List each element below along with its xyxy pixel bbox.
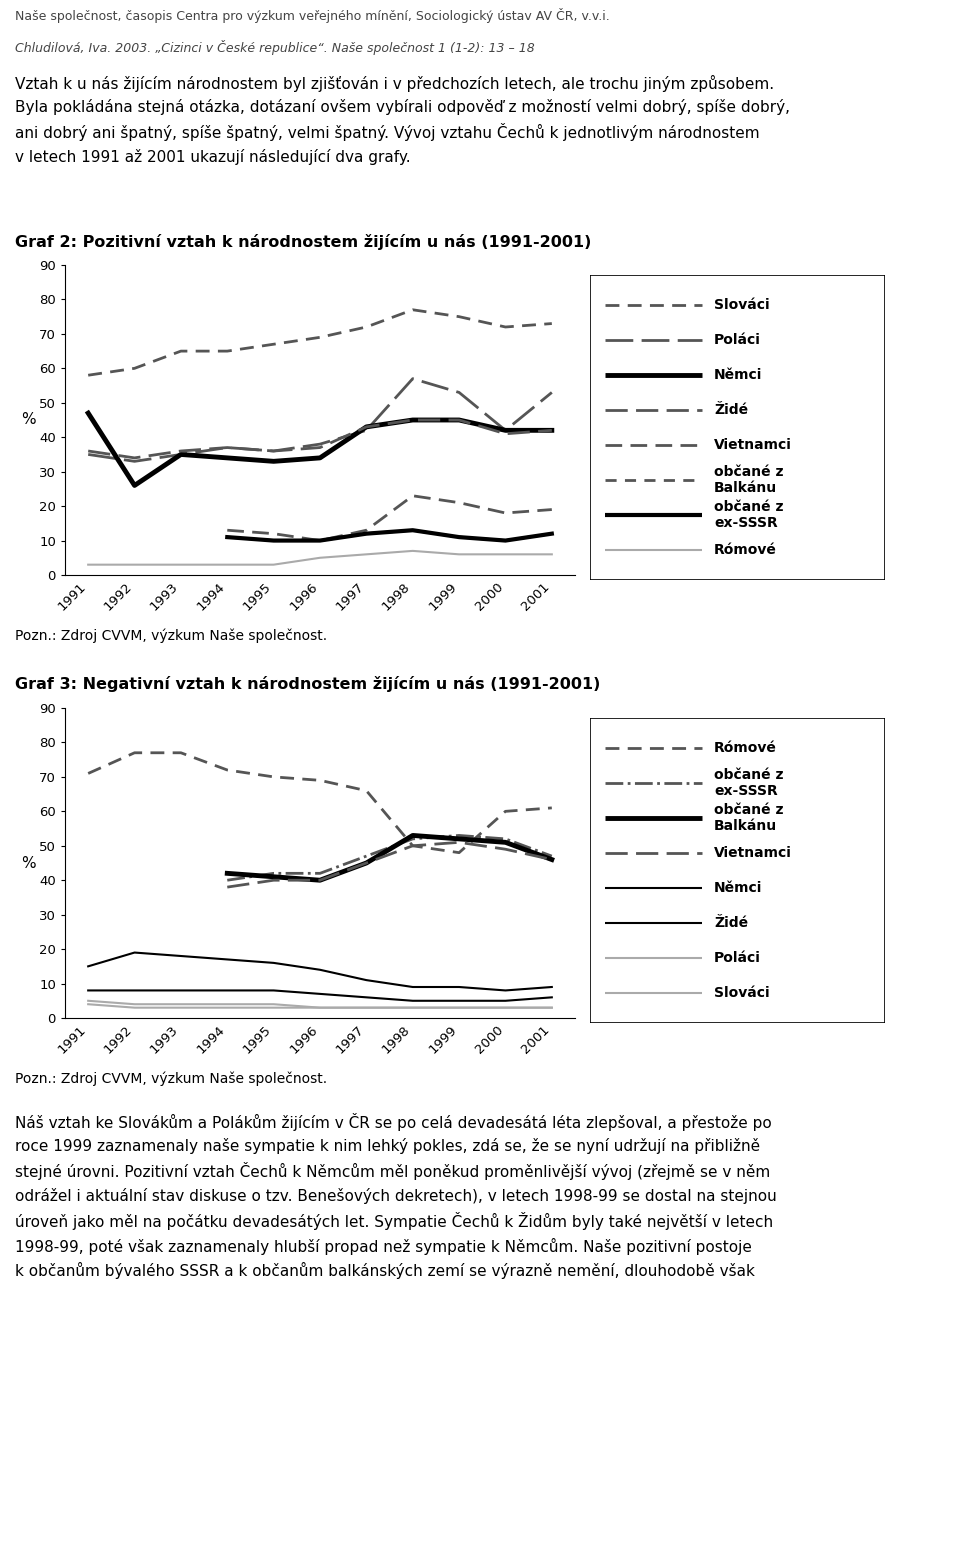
Text: Rómové: Rómové <box>714 741 777 755</box>
Text: občané z
Balkánu: občané z Balkánu <box>714 464 783 495</box>
Text: Vietnamci: Vietnamci <box>714 846 792 859</box>
Text: občané z
Balkánu: občané z Balkánu <box>714 802 783 833</box>
Text: Slováci: Slováci <box>714 986 770 1000</box>
Text: Pozn.: Zdroj CVVM, výzkum Naše společnost.: Pozn.: Zdroj CVVM, výzkum Naše společnos… <box>15 1072 327 1086</box>
Text: Vietnamci: Vietnamci <box>714 438 792 452</box>
Text: občané z
ex-SSSR: občané z ex-SSSR <box>714 500 783 531</box>
Y-axis label: %: % <box>21 412 36 427</box>
Text: Židé: Židé <box>714 403 748 417</box>
Text: Graf 2: Pozitivní vztah k národnostem žijícím u nás (1991-2001): Graf 2: Pozitivní vztah k národnostem ži… <box>15 235 591 250</box>
Text: Slováci: Slováci <box>714 298 770 312</box>
Text: Němci: Němci <box>714 881 762 895</box>
Text: Vztah k u nás žijícím národnostem byl zjišťován i v předchozích letech, ale troc: Vztah k u nás žijícím národnostem byl zj… <box>15 76 790 165</box>
Text: Naše společnost, časopis Centra pro výzkum veřejného mínění, Sociologický ústav : Naše společnost, časopis Centra pro výzk… <box>15 8 610 23</box>
Text: Rómové: Rómové <box>714 543 777 557</box>
Text: Chludilová, Iva. 2003. „Cizinci v České republice“. Naše společnost 1 (1-2): 13 : Chludilová, Iva. 2003. „Cizinci v České … <box>15 40 535 56</box>
Text: Poláci: Poláci <box>714 333 760 347</box>
Text: Náš vztah ke Slovákům a Polákům žijícím v ČR se po celá devadesátá léta zlepšova: Náš vztah ke Slovákům a Polákům žijícím … <box>15 1113 777 1279</box>
Text: Poláci: Poláci <box>714 950 760 966</box>
Text: Židé: Židé <box>714 917 748 930</box>
Text: Němci: Němci <box>714 367 762 381</box>
Y-axis label: %: % <box>21 855 36 870</box>
Text: Graf 3: Negativní vztah k národnostem žijícím u nás (1991-2001): Graf 3: Negativní vztah k národnostem ži… <box>15 676 600 691</box>
Text: občané z
ex-SSSR: občané z ex-SSSR <box>714 768 783 798</box>
Text: Pozn.: Zdroj CVVM, výzkum Naše společnost.: Pozn.: Zdroj CVVM, výzkum Naše společnos… <box>15 628 327 643</box>
